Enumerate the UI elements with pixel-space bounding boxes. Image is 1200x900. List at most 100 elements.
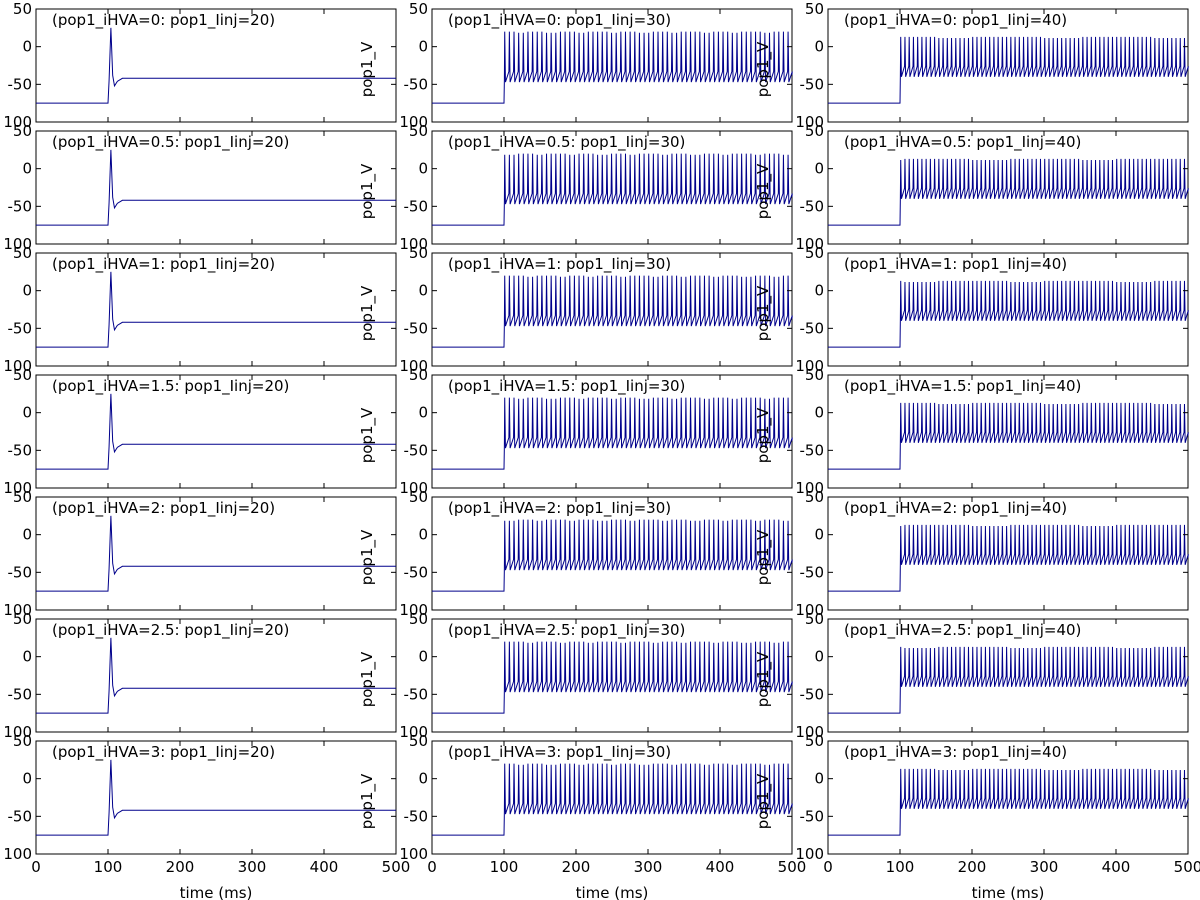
x-axis-labels-layer: time (ms) time (ms) time (ms) <box>180 884 1045 900</box>
y-tick-label: 0 <box>418 282 428 300</box>
voltage-trace <box>828 402 1189 470</box>
x-tick-label: 0 <box>823 858 833 876</box>
y-tick-label: 50 <box>409 0 428 18</box>
y-tick-label: 50 <box>805 610 824 628</box>
voltage-trace <box>36 759 396 836</box>
y-tick-label: 0 <box>814 160 824 178</box>
y-tick-label: 100 <box>3 479 32 497</box>
subplot-title: (pop1_iHVA=2.5: pop1_Iinj=40) <box>844 621 1081 640</box>
y-axis-label: pop1_V <box>754 285 773 341</box>
subplot-title: (pop1_iHVA=1.5: pop1_Iinj=20) <box>52 377 289 396</box>
y-tick-label: 0 <box>22 160 32 178</box>
subplot-r5-c3: 50 0 -50 100 (pop1_iHVA=2: pop1_Iinj=40) pop1… <box>754 488 1189 619</box>
y-axis-label: pop1_V <box>754 773 773 829</box>
y-axis-label: pop1_V <box>754 651 773 707</box>
y-tick-label: 0 <box>814 648 824 666</box>
x-tick-label: 300 <box>1030 858 1059 876</box>
x-axis-label-col-1: time (ms) <box>180 884 253 900</box>
x-tick-label: 500 <box>382 858 411 876</box>
y-tick-label: 100 <box>3 113 32 131</box>
subplot-r6-c1: 50 0 -50 100 (pop1_iHVA=2.5: pop1_Iinj=20) <box>3 610 397 741</box>
y-tick-label: 50 <box>805 122 824 140</box>
y-axis-label: pop1_V <box>754 407 773 463</box>
y-axis-label: pop1_V <box>358 773 377 829</box>
subplot-title: (pop1_iHVA=1.5: pop1_Iinj=30) <box>448 377 685 396</box>
subplot-r5-c1: 50 0 -50 100 (pop1_iHVA=2: pop1_Iinj=20) <box>3 488 397 619</box>
y-tick-label: -50 <box>8 563 33 581</box>
subplot-title: (pop1_iHVA=0.5: pop1_Iinj=30) <box>448 133 685 152</box>
voltage-trace <box>36 271 396 348</box>
x-tick-label: 400 <box>1102 858 1131 876</box>
y-tick-label: 100 <box>3 357 32 375</box>
voltage-trace <box>432 31 793 104</box>
subplot-title: (pop1_iHVA=1: pop1_Iinj=40) <box>844 255 1067 274</box>
y-tick-label: 50 <box>805 366 824 384</box>
y-tick-label: 0 <box>418 526 428 544</box>
y-tick-label: -50 <box>8 807 33 825</box>
subplot-r3-c2: 50 0 -50 100 (pop1_iHVA=1: pop1_Iinj=30) pop1… <box>358 244 793 375</box>
subplot-title: (pop1_iHVA=3: pop1_Iinj=20) <box>52 743 275 762</box>
x-tick-label: 200 <box>562 858 591 876</box>
y-tick-label: 0 <box>418 404 428 422</box>
voltage-trace <box>828 280 1189 348</box>
x-tick-label: 200 <box>166 858 195 876</box>
y-tick-label: -50 <box>404 563 429 581</box>
y-tick-label: 50 <box>13 244 32 262</box>
y-tick-label: -50 <box>404 319 429 337</box>
subplot-r3-c1: 50 0 -50 100 (pop1_iHVA=1: pop1_Iinj=20) <box>3 244 397 375</box>
y-tick-label: 100 <box>795 113 824 131</box>
subplot-title: (pop1_iHVA=2: pop1_Iinj=20) <box>52 499 275 518</box>
subplot-r3-c3: 50 0 -50 100 (pop1_iHVA=1: pop1_Iinj=40) pop1… <box>754 244 1189 375</box>
voltage-trace <box>828 646 1189 714</box>
y-axis-label: pop1_V <box>754 163 773 219</box>
y-axis-label: pop1_V <box>358 529 377 585</box>
voltage-trace <box>828 524 1189 592</box>
y-tick-label: 50 <box>409 244 428 262</box>
voltage-trace <box>432 763 793 836</box>
y-tick-label: -50 <box>800 441 825 459</box>
subplot-title: (pop1_iHVA=2.5: pop1_Iinj=30) <box>448 621 685 640</box>
subplot-r4-c1: 50 0 -50 100 (pop1_iHVA=1.5: pop1_Iinj=20) <box>3 366 397 497</box>
y-tick-label: -50 <box>8 75 33 93</box>
y-tick-label: -50 <box>800 807 825 825</box>
subplot-title: (pop1_iHVA=3: pop1_Iinj=30) <box>448 743 671 762</box>
y-tick-label: 0 <box>418 648 428 666</box>
y-axis-label: pop1_V <box>754 41 773 97</box>
y-tick-label: 50 <box>13 732 32 750</box>
y-axis-label: pop1_V <box>358 651 377 707</box>
y-tick-label: -50 <box>404 197 429 215</box>
x-tick-label: 400 <box>706 858 735 876</box>
x-tick-label: 500 <box>778 858 807 876</box>
subplot-title: (pop1_iHVA=0: pop1_Iinj=40) <box>844 11 1067 30</box>
voltage-trace <box>432 641 793 714</box>
voltage-trace <box>828 36 1189 104</box>
y-tick-label: 50 <box>13 366 32 384</box>
y-tick-label: -50 <box>404 807 429 825</box>
subplot-title: (pop1_iHVA=2.5: pop1_Iinj=20) <box>52 621 289 640</box>
y-tick-label: 100 <box>795 357 824 375</box>
subplot-title: (pop1_iHVA=2: pop1_Iinj=40) <box>844 499 1067 518</box>
y-tick-label: 100 <box>3 601 32 619</box>
subplot-title: (pop1_iHVA=0: pop1_Iinj=20) <box>52 11 275 30</box>
subplot-r2-c3: 50 0 -50 100 (pop1_iHVA=0.5: pop1_Iinj=40)po… <box>754 122 1189 253</box>
x-axis-label-col-3: time (ms) <box>972 884 1045 900</box>
y-tick-label: 50 <box>13 122 32 140</box>
y-tick-label: 100 <box>3 723 32 741</box>
y-tick-label: 100 <box>795 845 824 863</box>
subplot-r2-c1: 50 0 -50 100 (pop1_iHVA=0.5: pop1_Iinj=20) <box>3 122 397 253</box>
y-tick-label: -50 <box>800 319 825 337</box>
x-tick-label: 300 <box>238 858 267 876</box>
y-tick-label: -50 <box>800 563 825 581</box>
subplot-title: (pop1_iHVA=1: pop1_Iinj=30) <box>448 255 671 274</box>
y-tick-label: 100 <box>399 601 428 619</box>
y-tick-label: -50 <box>8 319 33 337</box>
y-tick-label: 0 <box>22 282 32 300</box>
subplot-r2-c2: 50 0 -50 100 (pop1_iHVA=0.5: pop1_Iinj=30)po… <box>358 122 793 253</box>
voltage-trace <box>36 27 396 104</box>
y-tick-label: 0 <box>814 770 824 788</box>
y-tick-label: 100 <box>3 845 32 863</box>
y-tick-label: 50 <box>805 732 824 750</box>
